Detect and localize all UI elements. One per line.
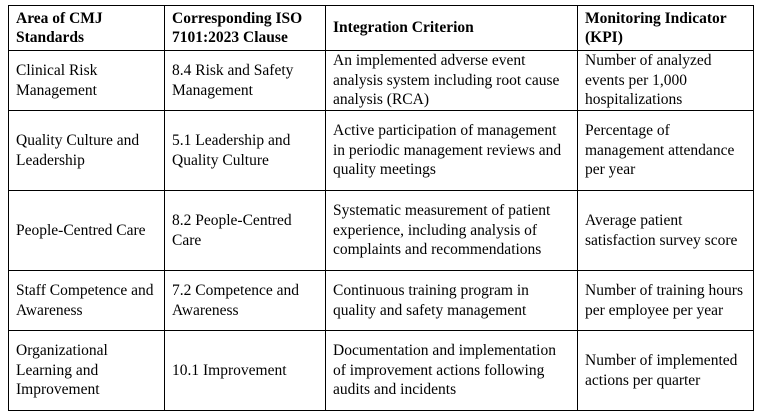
table-cell: An implemented adverse event analysis sy… (325, 50, 578, 111)
table-cell: Number of analyzed events per 1,000 hosp… (577, 50, 754, 111)
table-cell: 8.2 People-Centred Care (164, 190, 326, 271)
table-cell: 5.1 Leadership and Quality Culture (164, 110, 326, 191)
table-cell: Number of training hours per employee pe… (577, 270, 754, 331)
table-cell: 8.4 Risk and Safety Management (164, 50, 326, 111)
header-row: Area of CMJ Standards Corresponding ISO 7… (8, 5, 754, 51)
table-cell: Quality Culture and Leadership (8, 110, 165, 191)
table-cell: People-Centred Care (8, 190, 165, 271)
table-cell: Documentation and implementation of impr… (325, 330, 578, 411)
table-cell: Average patient satisfaction survey scor… (577, 190, 754, 271)
table-cell: Organizational Learning and Improvement (8, 330, 165, 411)
table: Area of CMJ Standards Corresponding ISO 7… (8, 5, 754, 411)
table-cell: Continuous training program in quality a… (325, 270, 578, 331)
table-row: Clinical Risk Management 8.4 Risk and Saf… (8, 50, 754, 111)
table-row: People-Centred Care 8.2 People-Centred Ca… (8, 190, 754, 271)
header-cell: Monitoring Indicator (KPI) (577, 5, 754, 51)
table-cell: Systematic measurement of patient experi… (325, 190, 578, 271)
table-row: Quality Culture and Leadership 5.1 Leader… (8, 110, 754, 191)
header-cell: Area of CMJ Standards (8, 5, 165, 51)
header-cell: Integration Criterion (325, 5, 578, 51)
table-cell: Clinical Risk Management (8, 50, 165, 111)
table-cell: 10.1 Improvement (164, 330, 326, 411)
table-cell: 7.2 Competence and Awareness (164, 270, 326, 331)
table-cell: Staff Competence and Awareness (8, 270, 165, 331)
table-row: Organizational Learning and Improvement 1… (8, 330, 754, 411)
table-cell: Percentage of management attendance per … (577, 110, 754, 191)
table-cell: Number of implemented actions per quarte… (577, 330, 754, 411)
header-cell: Corresponding ISO 7101:2023 Clause (164, 5, 326, 51)
table-cell: Active participation of management in pe… (325, 110, 578, 191)
table-body: Clinical Risk Management 8.4 Risk and Saf… (8, 50, 754, 411)
table-row: Staff Competence and Awareness 7.2 Compet… (8, 270, 754, 331)
